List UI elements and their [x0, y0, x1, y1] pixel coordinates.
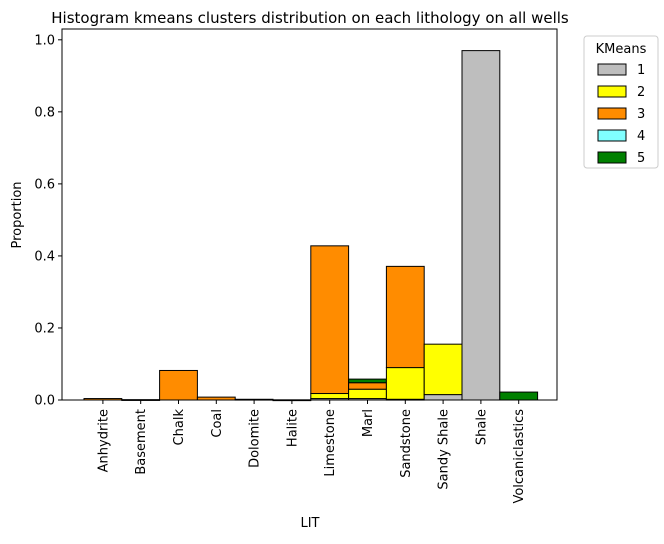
chart-title: Histogram kmeans clusters distribution o…	[51, 9, 569, 27]
x-tick-label: Halite	[285, 409, 300, 447]
legend-items: 1 2 3 4 5	[597, 63, 645, 166]
x-tick-label: Sandy Shale	[437, 409, 452, 490]
y-axis-label: Proportion	[10, 181, 25, 248]
bars-layer	[83, 50, 539, 402]
bar-marl-cluster-3	[348, 382, 387, 390]
x-tick-label: Basement	[134, 409, 149, 475]
legend-title: KMeans	[596, 42, 647, 57]
bar-sandy-shale-cluster-2	[423, 343, 463, 396]
legend-swatch-1	[597, 63, 627, 76]
y-tick-label: 0.8	[34, 105, 55, 120]
x-tick-label: Volcaniclastics	[512, 409, 527, 504]
y-tick-label: 1.0	[34, 33, 55, 48]
bar-sandy-shale-cluster-1	[423, 394, 463, 401]
bar-limestone-cluster-3	[310, 245, 350, 395]
y-tick-label: 0.4	[34, 249, 55, 264]
legend: KMeans 1 2 3 4 5	[583, 35, 659, 169]
bar-marl-cluster-5	[348, 378, 387, 384]
legend-label-2: 2	[637, 85, 645, 100]
y-tick-label: 0.6	[34, 177, 55, 192]
x-tick-label: Dolomite	[248, 409, 263, 468]
legend-label-4: 4	[637, 129, 645, 144]
legend-swatch-4	[597, 129, 627, 142]
plot-frame	[61, 28, 558, 401]
x-tick-label: Sandstone	[399, 409, 414, 478]
x-tick-label: Shale	[474, 409, 489, 445]
y-axis: 0.0 0.2 0.4 0.6 0.8 1.0	[34, 33, 62, 409]
bar-sandstone-cluster-3	[385, 265, 425, 369]
x-axis: Anhydrite Basement Chalk Coal Dolomite Halite…	[96, 400, 527, 504]
x-tick-label: Coal	[210, 409, 225, 438]
x-tick-label: Anhydrite	[96, 409, 111, 472]
legend-swatch-5	[597, 151, 627, 164]
x-tick-label: Chalk	[172, 409, 187, 446]
y-tick-label: 0.0	[34, 394, 55, 409]
legend-label-5: 5	[637, 151, 645, 166]
bar-sandstone-cluster-2	[385, 367, 425, 400]
bar-chalk-cluster-3	[159, 369, 198, 401]
x-tick-label: Marl	[361, 409, 376, 437]
x-tick-label: Limestone	[323, 409, 338, 477]
bar-marl-cluster-2	[348, 388, 387, 400]
legend-swatch-2	[597, 85, 627, 98]
bar-volcaniclastics-cluster-5	[499, 391, 539, 401]
x-axis-label: LIT	[300, 516, 319, 531]
legend-label-3: 3	[637, 107, 645, 122]
bar-shale-cluster-1	[461, 50, 501, 401]
legend-label-1: 1	[637, 63, 645, 78]
legend-swatch-3	[597, 107, 627, 120]
bar-limestone-cluster-2	[310, 393, 350, 400]
y-tick-label: 0.2	[34, 321, 55, 336]
